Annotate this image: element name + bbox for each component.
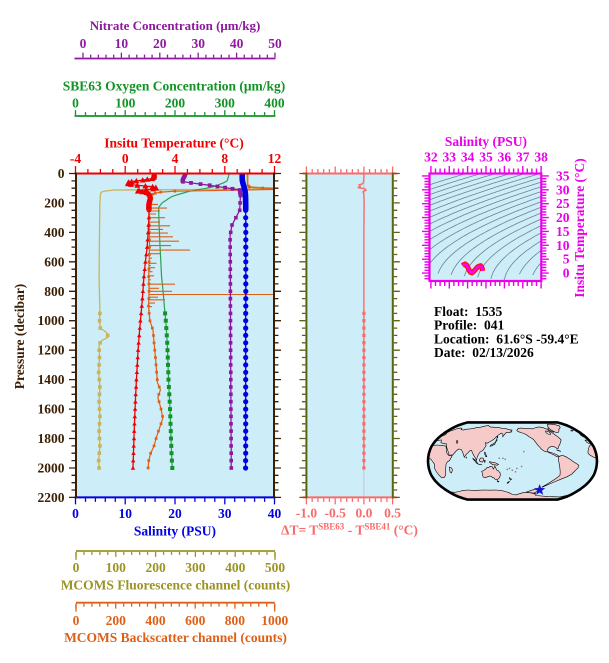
svg-text:30: 30 [218, 506, 232, 521]
svg-text:Nitrate Concentration (μm/kg): Nitrate Concentration (μm/kg) [90, 18, 261, 33]
svg-text:1600: 1600 [38, 402, 65, 417]
svg-text:10: 10 [118, 506, 132, 521]
svg-text:-1.0: -1.0 [296, 506, 318, 521]
svg-text:0.5: 0.5 [384, 506, 401, 521]
svg-text:50: 50 [268, 36, 282, 51]
svg-text:SBE63 Oxygen Concentration (μm: SBE63 Oxygen Concentration (μm/kg) [63, 79, 286, 94]
svg-text:35: 35 [479, 150, 493, 165]
svg-text:Profile: 041: Profile: 041 [434, 318, 504, 333]
svg-text:Salinity (PSU): Salinity (PSU) [445, 134, 527, 149]
svg-text:0: 0 [80, 36, 87, 51]
svg-text:0: 0 [72, 506, 79, 521]
svg-text:-0.5: -0.5 [325, 506, 347, 521]
svg-text:100: 100 [115, 96, 136, 111]
svg-text:1400: 1400 [38, 372, 65, 387]
svg-text:0: 0 [58, 166, 65, 181]
svg-text:10: 10 [556, 238, 570, 253]
svg-text:0: 0 [122, 151, 129, 166]
svg-text:2200: 2200 [38, 490, 65, 505]
svg-text:Salinity (PSU): Salinity (PSU) [134, 524, 216, 539]
svg-text:500: 500 [265, 560, 286, 575]
svg-text:4: 4 [172, 151, 179, 166]
svg-text:300: 300 [215, 96, 236, 111]
svg-text:200: 200 [44, 195, 65, 210]
svg-text:38: 38 [534, 150, 548, 165]
svg-text:Insitu Temperature (°C): Insitu Temperature (°C) [104, 136, 243, 151]
svg-text:100: 100 [106, 560, 127, 575]
svg-text:40: 40 [268, 506, 282, 521]
svg-text:Pressure (decibar): Pressure (decibar) [12, 284, 27, 390]
svg-text:12: 12 [268, 151, 282, 166]
svg-text:1200: 1200 [38, 343, 65, 358]
svg-text:5: 5 [563, 252, 570, 267]
svg-text:-4: -4 [70, 151, 81, 166]
svg-text:0: 0 [73, 613, 80, 628]
svg-text:400: 400 [145, 613, 166, 628]
svg-text:400: 400 [44, 225, 65, 240]
svg-text:20: 20 [556, 210, 570, 225]
svg-text:200: 200 [165, 96, 186, 111]
svg-text:Insitu Temperature (°C): Insitu Temperature (°C) [572, 158, 587, 297]
svg-text:300: 300 [185, 560, 206, 575]
svg-text:34: 34 [461, 150, 475, 165]
svg-text:Date: 02/13/2026: Date: 02/13/2026 [434, 345, 534, 360]
svg-text:200: 200 [106, 613, 127, 628]
svg-text:32: 32 [424, 150, 438, 165]
svg-text:Location: 61.6°S -59.4°E: Location: 61.6°S -59.4°E [434, 332, 579, 347]
svg-text:0: 0 [72, 96, 79, 111]
svg-text:600: 600 [44, 254, 65, 269]
svg-text:Float: 1535: Float: 1535 [434, 304, 502, 319]
svg-text:0: 0 [73, 560, 80, 575]
svg-text:800: 800 [225, 613, 246, 628]
svg-text:36: 36 [498, 150, 512, 165]
svg-text:20: 20 [153, 36, 167, 51]
svg-text:0.0: 0.0 [355, 506, 372, 521]
svg-text:33: 33 [443, 150, 457, 165]
svg-text:2000: 2000 [38, 461, 65, 476]
svg-text:1000: 1000 [38, 313, 65, 328]
svg-text:1800: 1800 [38, 431, 65, 446]
svg-text:ΔT= TSBE63 - TSBE41 (°C): ΔT= TSBE63 - TSBE41 (°C) [281, 522, 418, 538]
svg-text:30: 30 [191, 36, 205, 51]
svg-text:200: 200 [145, 560, 166, 575]
svg-text:40: 40 [230, 36, 244, 51]
svg-text:0: 0 [563, 266, 570, 281]
svg-text:400: 400 [225, 560, 246, 575]
svg-text:8: 8 [221, 151, 228, 166]
svg-text:MCOMS Fluorescence channel (co: MCOMS Fluorescence channel (counts) [61, 578, 291, 593]
svg-text:15: 15 [556, 224, 570, 239]
svg-text:35: 35 [556, 168, 570, 183]
svg-text:400: 400 [264, 96, 285, 111]
svg-text:10: 10 [115, 36, 129, 51]
svg-text:800: 800 [44, 284, 65, 299]
svg-text:20: 20 [168, 506, 182, 521]
svg-text:1000: 1000 [261, 613, 288, 628]
svg-text:30: 30 [556, 182, 570, 197]
svg-text:25: 25 [556, 196, 570, 211]
svg-text:MCOMS Backscatter channel (cou: MCOMS Backscatter channel (counts) [64, 630, 287, 645]
svg-text:600: 600 [185, 613, 206, 628]
svg-text:37: 37 [516, 150, 530, 165]
